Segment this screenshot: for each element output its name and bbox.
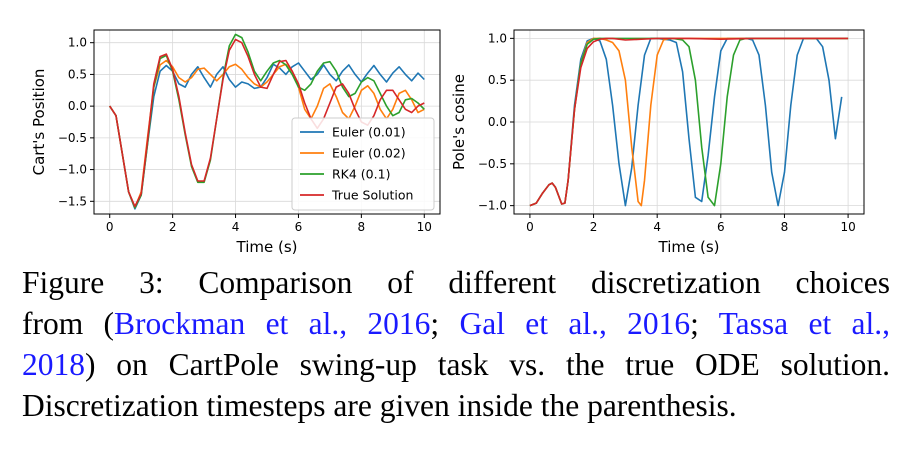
caption-text: ) on CartPole swing-up task vs. the true…	[85, 347, 890, 382]
x-tick-label: 0	[106, 220, 114, 234]
x-axis-label: Time (s)	[236, 238, 298, 256]
x-tick-label: 8	[781, 220, 789, 234]
series-line-rk4	[109, 33, 425, 209]
y-axis-label: Pole's cosine	[450, 74, 468, 170]
citation-link-tassa-year[interactable]: 2018	[22, 347, 85, 382]
series-line-euler_002	[109, 59, 425, 209]
legend-label: Euler (0.01)	[332, 125, 406, 140]
charts-canvas: 0 2 4 6 8 10 −1.5 −1.0 −0.5 0.0 0.5 1.0 Time (s) Cart…	[30, 29, 865, 256]
chart-panel-1: 0 2 4 6 8 10 −1.5 −1.0 −0.5 0.0 0.5 1.0 Time (s) Cart…	[30, 29, 441, 256]
citation-link-brockman[interactable]: Brockman et al., 2016	[114, 306, 431, 341]
legend-box	[291, 117, 435, 211]
y-tick-label: −1.0	[478, 199, 507, 213]
x-tick-label: 4	[653, 220, 661, 234]
legend-label: RK4 (0.1)	[332, 167, 390, 182]
series-line-true_solution	[529, 37, 849, 207]
x-tick-label: 10	[840, 220, 855, 234]
y-tick-label: −0.5	[58, 131, 87, 145]
x-tick-label: 0	[526, 220, 534, 234]
x-tick-label: 4	[232, 220, 240, 234]
legend-label: True Solution	[331, 188, 413, 203]
caption-line-4: Discretization timesteps are given insid…	[22, 388, 737, 423]
caption-line-3: 2018) on CartPole swing-up task vs. the …	[22, 344, 890, 385]
legend-label: Euler (0.02)	[332, 146, 406, 161]
legend: Euler (0.01) Euler (0.02) RK4 (0.1) True So…	[291, 117, 435, 211]
caption-line-1: Figure 3: Comparison of different discre…	[22, 265, 890, 300]
figure-caption: Figure 3: Comparison of different discre…	[22, 262, 890, 426]
x-tick-label: 2	[169, 220, 177, 234]
plot-frame	[93, 29, 441, 215]
x-tick-label: 10	[417, 220, 432, 234]
caption-separator: ;	[430, 306, 460, 341]
citation-link-tassa[interactable]: Tassa et al.,	[718, 306, 891, 341]
series-line-euler_001	[109, 62, 425, 210]
x-tick-label: 8	[358, 220, 366, 234]
caption-line-2: from (Brockman et al., 2016; Gal et al.,…	[22, 303, 890, 344]
x-tick-label: 6	[295, 220, 303, 234]
y-tick-label: 1.0	[488, 31, 507, 45]
x-tick-label: 6	[717, 220, 725, 234]
y-axis-label: Cart's Position	[30, 69, 48, 176]
x-tick-label: 2	[590, 220, 598, 234]
caption-separator: ;	[690, 306, 719, 341]
y-tick-label: 1.0	[68, 36, 87, 50]
x-axis-label: Time (s)	[658, 238, 720, 256]
caption-text: from (	[22, 306, 115, 341]
y-tick-label: −1.5	[58, 194, 87, 208]
y-tick-label: 0.0	[488, 115, 507, 129]
y-tick-label: 0.0	[68, 99, 87, 113]
citation-link-gal[interactable]: Gal et al., 2016	[459, 306, 691, 341]
y-tick-label: −0.5	[478, 157, 507, 171]
y-tick-label: −1.0	[58, 163, 87, 177]
y-tick-label: 0.5	[488, 73, 507, 87]
chart-panel-2: 0 2 4 6 8 10 −1.0 −0.5 0.0 0.5 1.0 Time (s) Pole's c…	[450, 29, 865, 256]
y-tick-label: 0.5	[68, 67, 87, 81]
